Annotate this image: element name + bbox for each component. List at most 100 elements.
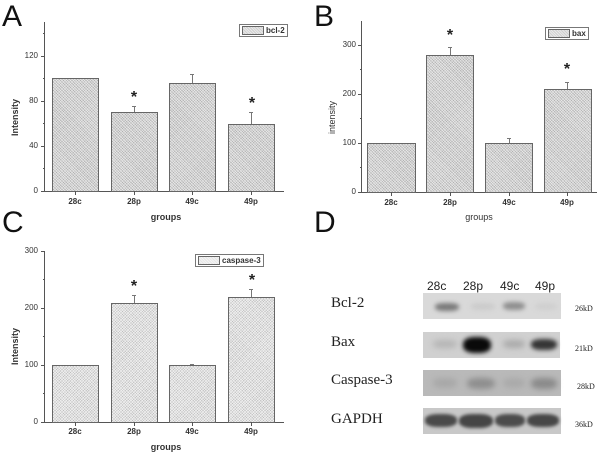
panel-label-d: D (314, 206, 336, 239)
panel-label-c: C (2, 206, 24, 239)
y-minor-tick (360, 118, 362, 119)
legend: caspase-3 (195, 254, 264, 267)
y-minor-tick (43, 33, 45, 34)
y-minor-tick (43, 336, 45, 337)
x-axis (44, 191, 284, 192)
y-axis (361, 21, 362, 193)
y-axis (44, 251, 45, 423)
y-tick (41, 191, 45, 192)
legend: bcl-2 (239, 24, 288, 37)
x-axis-label: groups (150, 212, 182, 222)
x-category-label: 49p (244, 427, 258, 436)
x-category-label: 28c (384, 198, 398, 207)
y-tick-label: 0 (33, 417, 38, 426)
y-minor-tick (360, 69, 362, 70)
y-minor-tick (43, 123, 45, 124)
x-category-label: 28p (127, 427, 141, 436)
x-category-label: 28p (443, 198, 457, 207)
blot-row-label: GAPDH (331, 411, 383, 427)
band (435, 303, 459, 311)
chart-b-bax: 0 100 200 300 intensity * * 28c 28p 49c … (0, 0, 600, 225)
error-cap (132, 106, 136, 107)
x-tick (251, 422, 252, 426)
band (433, 378, 457, 388)
y-tick (41, 56, 45, 57)
y-tick-label: 0 (351, 187, 356, 196)
error-cap (249, 289, 253, 290)
x-tick (75, 422, 76, 426)
y-tick (41, 308, 45, 309)
x-tick (567, 192, 568, 196)
x-tick (134, 191, 135, 195)
band (527, 414, 559, 427)
band (495, 414, 525, 427)
panel-label-b: B (314, 0, 335, 33)
x-category-label: 49p (560, 198, 574, 207)
blot-row-label: Bcl-2 (331, 295, 365, 311)
band (471, 303, 495, 310)
band (531, 378, 557, 389)
blot-strip-gapdh (423, 408, 561, 434)
y-tick (41, 422, 45, 423)
blot-strip-bax (423, 332, 560, 358)
x-tick (391, 192, 392, 196)
significance-star: * (446, 27, 454, 44)
lane-label: 28c (427, 279, 447, 293)
x-tick (75, 191, 76, 195)
x-tick (192, 191, 193, 195)
y-tick-label: 100 (342, 138, 356, 147)
x-category-label: 49c (185, 427, 199, 436)
chart-a-bcl2: 0 40 80 120 Intensity * * 28c 28p 49c 49… (0, 0, 300, 225)
blot-row-label: Bax (331, 334, 356, 350)
y-tick (358, 45, 362, 46)
error-cap (190, 74, 194, 75)
bar-49p (544, 89, 592, 193)
y-minor-tick (43, 78, 45, 79)
y-tick (41, 101, 45, 102)
error-bar (134, 106, 135, 112)
molecular-weight-label: 26kD (575, 304, 593, 313)
legend-swatch (198, 256, 220, 265)
molecular-weight-label: 21kD (575, 344, 593, 353)
error-cap (132, 295, 136, 296)
bar-49c (485, 143, 533, 193)
error-cap (249, 112, 253, 113)
x-tick (509, 192, 510, 196)
bar-28c (52, 365, 99, 423)
error-bar (251, 112, 252, 124)
bar-49p (228, 124, 275, 192)
band (535, 303, 557, 310)
band (467, 378, 495, 389)
significance-star: * (130, 278, 138, 295)
blot-strip-bcl2 (423, 293, 561, 319)
y-axis (44, 22, 45, 192)
error-bar (251, 289, 252, 297)
bar-28p (111, 303, 158, 423)
y-minor-tick (360, 167, 362, 168)
error-cap (565, 82, 569, 83)
x-category-label: 49p (244, 197, 258, 206)
legend-label: bax (572, 29, 586, 38)
y-tick (41, 146, 45, 147)
bar-28c (52, 78, 99, 192)
band (433, 340, 457, 348)
molecular-weight-label: 28kD (577, 382, 595, 391)
error-cap (448, 47, 452, 48)
blot-row-label: Caspase-3 (331, 372, 393, 388)
y-tick-label: 120 (24, 51, 38, 60)
x-category-label: 28c (68, 197, 82, 206)
y-tick (41, 365, 45, 366)
x-category-label: 49c (185, 197, 199, 206)
y-tick-label: 100 (24, 360, 38, 369)
bar-49p (228, 297, 275, 423)
y-tick-label: 80 (29, 96, 38, 105)
band (531, 339, 557, 350)
error-cap (507, 138, 511, 139)
error-bar (192, 74, 193, 83)
error-bar (567, 82, 568, 89)
x-axis (44, 422, 284, 423)
x-tick (450, 192, 451, 196)
error-bar (509, 138, 510, 143)
x-axis-label: groups (150, 442, 182, 452)
y-tick (358, 192, 362, 193)
